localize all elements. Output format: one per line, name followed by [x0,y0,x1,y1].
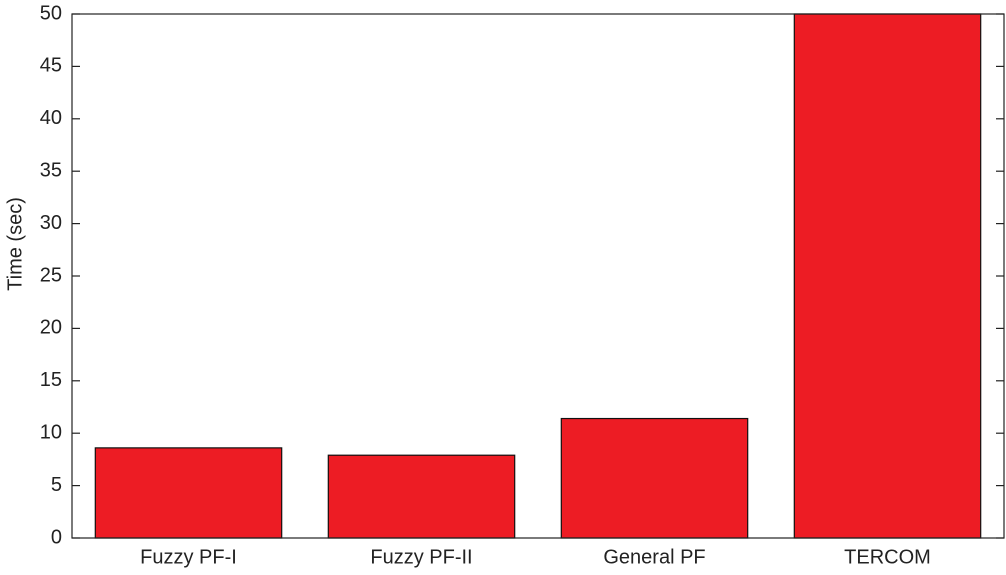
y-tick-label: 5 [51,474,62,496]
y-tick-label: 50 [40,2,62,24]
y-axis-label: Time (sec) [4,197,26,291]
y-tick-label: 35 [40,159,62,181]
x-tick-label: TERCOM [844,546,931,568]
x-tick-label: Fuzzy PF-I [140,546,237,568]
y-tick-label: 30 [40,212,62,234]
x-tick-label: General PF [603,546,705,568]
y-tick-label: 10 [40,421,62,443]
bar [560,417,749,539]
bar [793,13,982,539]
y-tick-label: 20 [40,317,62,339]
y-tick-label: 0 [51,526,62,548]
y-tick-label: 40 [40,107,62,129]
y-tick-label: 15 [40,369,62,391]
x-tick-label: Fuzzy PF-II [370,546,472,568]
y-tick-label: 45 [40,55,62,77]
bar [327,454,516,539]
bar [94,447,283,539]
y-tick-label: 25 [40,264,62,286]
